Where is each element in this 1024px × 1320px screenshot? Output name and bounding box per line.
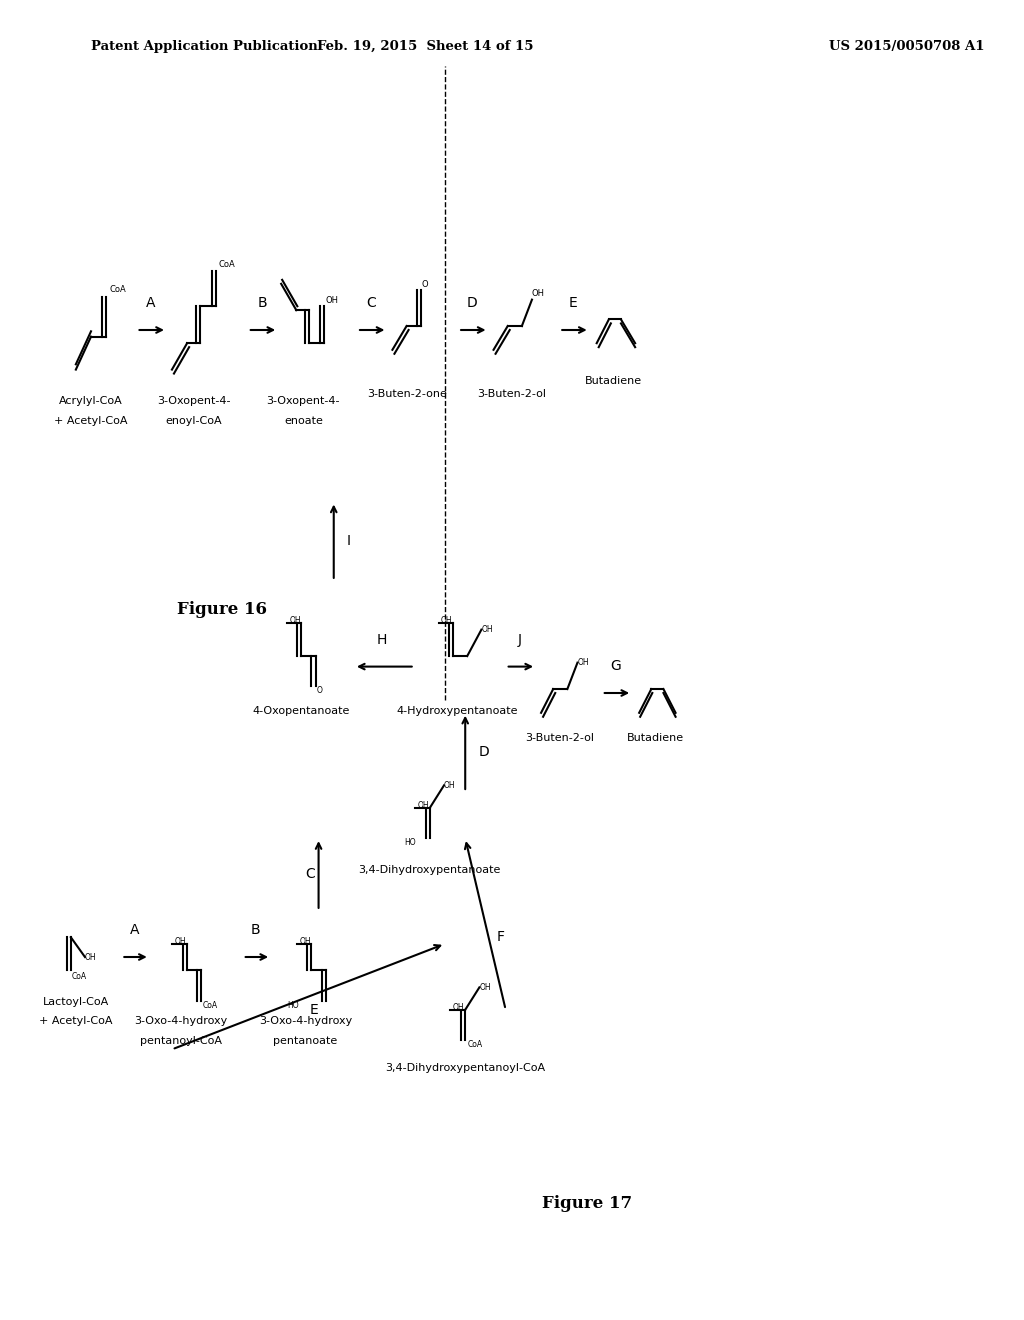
Text: O: O	[422, 280, 428, 289]
Text: E: E	[569, 296, 578, 310]
Text: HO: HO	[288, 1001, 299, 1010]
Text: OH: OH	[326, 296, 339, 305]
Text: CoA: CoA	[467, 1040, 482, 1049]
Text: Acrylyl-CoA: Acrylyl-CoA	[59, 396, 123, 407]
Text: J: J	[518, 632, 522, 647]
Text: OH: OH	[481, 626, 493, 634]
Text: E: E	[309, 1003, 317, 1016]
Text: OH: OH	[532, 289, 545, 298]
Text: CoA: CoA	[72, 972, 87, 981]
Text: A: A	[130, 923, 139, 937]
Text: 3-Oxo-4-hydroxy: 3-Oxo-4-hydroxy	[134, 1016, 227, 1027]
Text: CoA: CoA	[218, 260, 236, 269]
Text: CoA: CoA	[110, 285, 126, 294]
Text: pentanoyl-CoA: pentanoyl-CoA	[140, 1036, 222, 1047]
Text: + Acetyl-CoA: + Acetyl-CoA	[39, 1016, 113, 1027]
Text: 4-Oxopentanoate: 4-Oxopentanoate	[253, 706, 350, 717]
Text: Butadiene: Butadiene	[586, 376, 642, 387]
Text: Figure 17: Figure 17	[542, 1195, 632, 1212]
Text: OH: OH	[289, 616, 301, 624]
Text: OH: OH	[441, 616, 453, 624]
Text: Figure 16: Figure 16	[177, 601, 267, 618]
Text: 3-Buten-2-one: 3-Buten-2-one	[368, 389, 447, 400]
Text: OH: OH	[85, 953, 96, 961]
Text: 3-Buten-2-ol: 3-Buten-2-ol	[477, 389, 546, 400]
Text: 3-Oxopent-4-: 3-Oxopent-4-	[266, 396, 340, 407]
Text: 3-Oxopent-4-: 3-Oxopent-4-	[158, 396, 231, 407]
Text: OH: OH	[453, 1003, 465, 1011]
Text: Patent Application Publication: Patent Application Publication	[91, 40, 317, 53]
Text: 3-Oxo-4-hydroxy: 3-Oxo-4-hydroxy	[259, 1016, 352, 1027]
Text: F: F	[497, 931, 505, 944]
Text: 3,4-Dihydroxypentanoate: 3,4-Dihydroxypentanoate	[358, 865, 501, 875]
Text: Lactoyl-CoA: Lactoyl-CoA	[43, 997, 109, 1007]
Text: G: G	[610, 659, 622, 673]
Text: B: B	[257, 296, 266, 310]
Text: C: C	[367, 296, 376, 310]
Text: OH: OH	[444, 781, 456, 789]
Text: O: O	[316, 686, 323, 696]
Text: Butadiene: Butadiene	[627, 733, 684, 743]
Text: enoate: enoate	[284, 416, 323, 426]
Text: B: B	[251, 923, 261, 937]
Text: OH: OH	[418, 801, 429, 809]
Text: OH: OH	[578, 659, 589, 667]
Text: pentanoate: pentanoate	[273, 1036, 338, 1047]
Text: H: H	[377, 632, 387, 647]
Text: C: C	[305, 867, 315, 880]
Text: US 2015/0050708 A1: US 2015/0050708 A1	[829, 40, 985, 53]
Text: OH: OH	[479, 983, 490, 991]
Text: 4-Hydroxypentanoate: 4-Hydroxypentanoate	[396, 706, 518, 717]
Text: I: I	[347, 535, 351, 548]
Text: D: D	[467, 296, 477, 310]
Text: 3,4-Dihydroxypentanoyl-CoA: 3,4-Dihydroxypentanoyl-CoA	[385, 1063, 546, 1073]
Text: enoyl-CoA: enoyl-CoA	[166, 416, 222, 426]
Text: CoA: CoA	[203, 1001, 217, 1010]
Text: + Acetyl-CoA: + Acetyl-CoA	[54, 416, 128, 426]
Text: OH: OH	[175, 937, 186, 945]
Text: HO: HO	[404, 838, 416, 847]
Text: Feb. 19, 2015  Sheet 14 of 15: Feb. 19, 2015 Sheet 14 of 15	[316, 40, 534, 53]
Text: D: D	[478, 746, 489, 759]
Text: 3-Buten-2-ol: 3-Buten-2-ol	[524, 733, 594, 743]
Text: A: A	[146, 296, 156, 310]
Text: OH: OH	[299, 937, 311, 945]
